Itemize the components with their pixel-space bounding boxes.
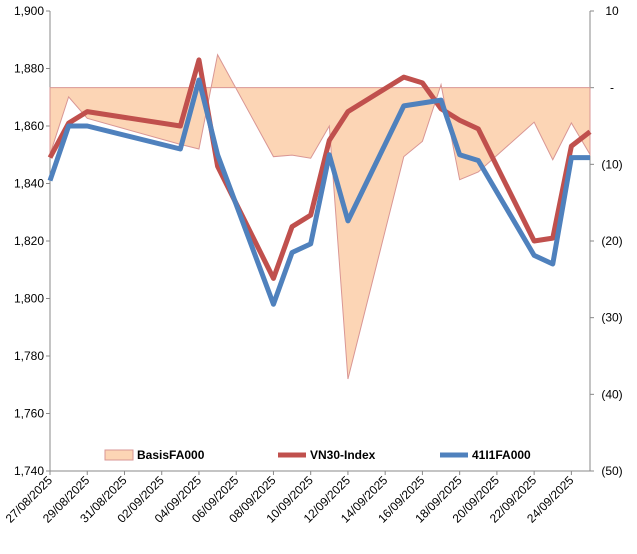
y-tick-label: 1,860 bbox=[14, 119, 44, 133]
y-tick-label: 1,820 bbox=[14, 234, 44, 248]
y2-tick-label: (40) bbox=[601, 387, 622, 401]
line bbox=[47, 57, 592, 281]
y-tick-label: 1,740 bbox=[14, 464, 44, 478]
y-tick-label: 1,800 bbox=[14, 292, 44, 306]
y2-tick-label: - bbox=[610, 81, 614, 95]
y-tick-label: 1,840 bbox=[14, 177, 44, 191]
y-tick-label: 1,900 bbox=[14, 4, 44, 18]
legend-label: 41I1FA000 bbox=[472, 448, 531, 462]
y-tick-label: 1,760 bbox=[14, 407, 44, 421]
legend-label: VN30-Index bbox=[310, 448, 376, 462]
y2-tick-label: (50) bbox=[601, 464, 622, 478]
y-tick-label: 1,880 bbox=[14, 62, 44, 76]
y2-tick-label: 10 bbox=[605, 4, 619, 18]
y2-tick-label: (10) bbox=[601, 157, 622, 171]
y2-tick-label: (20) bbox=[601, 234, 622, 248]
legend-label: BasisFA000 bbox=[137, 448, 205, 462]
line bbox=[47, 77, 590, 307]
y2-tick-label: (30) bbox=[601, 311, 622, 325]
y-tick-label: 1,780 bbox=[14, 349, 44, 363]
legend-swatch bbox=[104, 449, 134, 461]
